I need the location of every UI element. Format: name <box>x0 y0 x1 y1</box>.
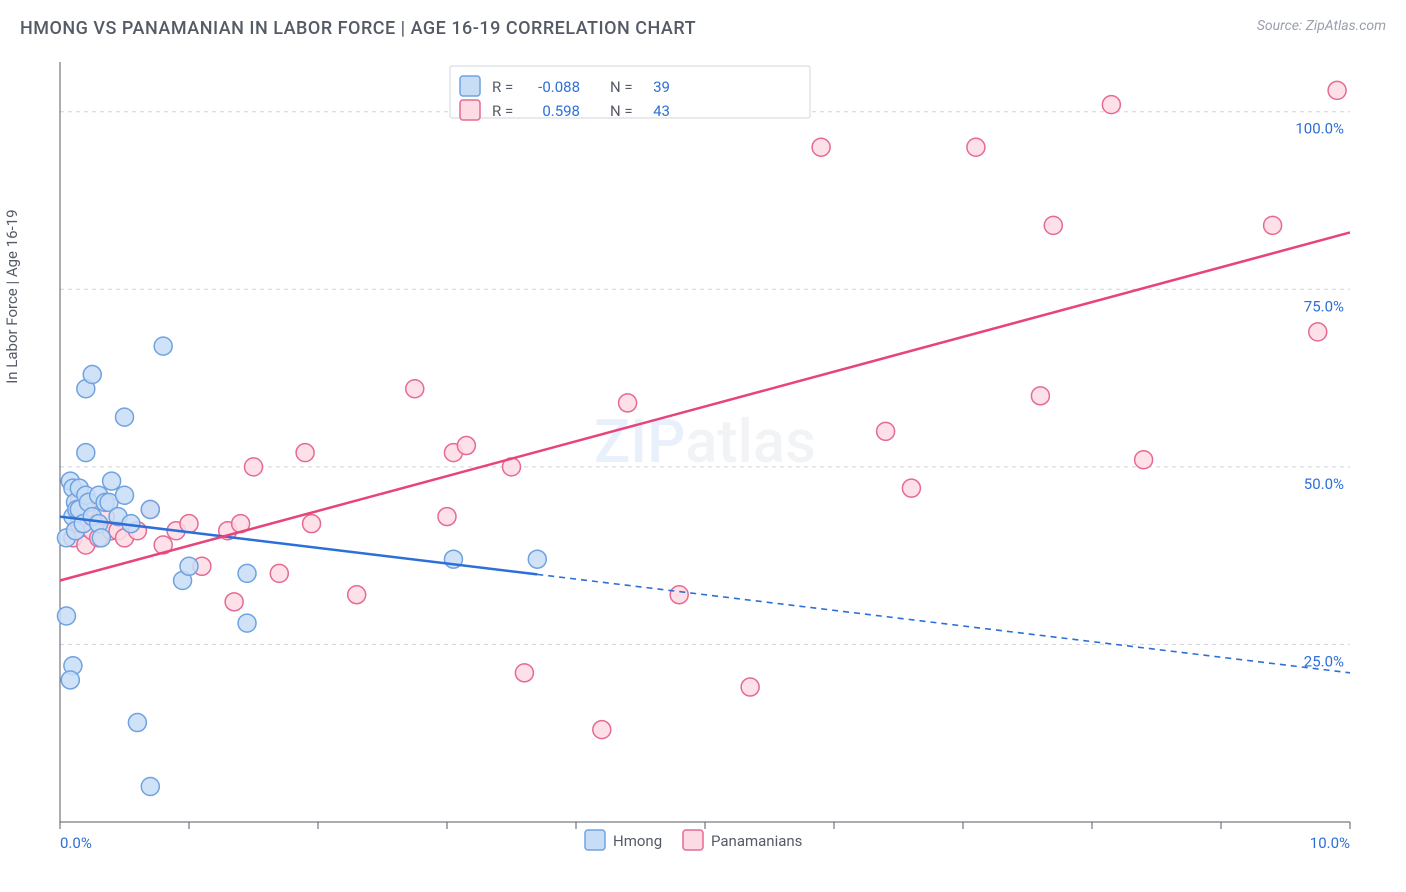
legend-r-value: -0.088 <box>538 78 580 96</box>
legend-swatch <box>460 100 480 120</box>
legend-r-label: R = <box>492 102 513 120</box>
scatter-point <box>1328 81 1346 99</box>
scatter-point <box>116 486 134 504</box>
scatter-point <box>1102 96 1120 114</box>
y-tick-label: 100.0% <box>1295 120 1344 138</box>
legend-n-value: 39 <box>653 78 670 96</box>
scatter-point <box>225 593 243 611</box>
scatter-point <box>83 366 101 384</box>
scatter-point <box>741 678 759 696</box>
y-tick-label: 50.0% <box>1304 475 1344 493</box>
scatter-point <box>61 671 79 689</box>
x-tick-label: 0.0% <box>60 834 92 852</box>
scatter-point <box>270 564 288 582</box>
y-tick-label: 75.0% <box>1304 297 1344 315</box>
bottom-legend-label: Hmong <box>613 832 662 850</box>
scatter-point <box>902 479 920 497</box>
scatter-point <box>1309 323 1327 341</box>
trend-line-dashed <box>537 574 1350 672</box>
scatter-point <box>245 458 263 476</box>
scatter-point <box>457 437 475 455</box>
scatter-point <box>877 422 895 440</box>
scatter-point <box>967 138 985 156</box>
legend-swatch <box>460 76 480 96</box>
scatter-point <box>77 444 95 462</box>
trend-line-solid <box>60 517 537 575</box>
scatter-point <box>103 472 121 490</box>
scatter-point <box>180 515 198 533</box>
scatter-point <box>57 607 75 625</box>
watermark: ZIPatlas <box>594 406 816 477</box>
scatter-point <box>141 500 159 518</box>
scatter-point <box>92 529 110 547</box>
correlation-scatter-chart: 25.0% 50.0% 75.0% 100.0% 0.0% 10.0% ZIPatlas R … <box>20 52 1366 852</box>
scatter-point <box>296 444 314 462</box>
y-tick-label: 25.0% <box>1304 652 1344 670</box>
scatter-point <box>528 550 546 568</box>
scatter-point <box>180 557 198 575</box>
bottom-legend-swatch <box>585 830 605 850</box>
scatter-point <box>128 714 146 732</box>
chart-container: In Labor Force | Age 16-19 25.0%50.0%75.… <box>20 52 1386 872</box>
legend-r-label: R = <box>492 78 513 96</box>
scatter-point <box>1044 216 1062 234</box>
scatter-point <box>238 614 256 632</box>
legend-n-value: 43 <box>653 102 670 120</box>
trend-line-solid <box>60 232 1350 580</box>
y-axis-label: In Labor Force | Age 16-19 <box>3 209 21 383</box>
scatter-point <box>238 564 256 582</box>
scatter-point <box>348 586 366 604</box>
legend-n-label: N = <box>610 78 633 96</box>
bottom-legend-swatch <box>683 830 703 850</box>
scatter-point <box>438 508 456 526</box>
x-tick-label: 10.0% <box>1310 834 1350 852</box>
scatter-point <box>154 337 172 355</box>
legend-r-value: 0.598 <box>542 102 580 120</box>
scatter-point <box>515 664 533 682</box>
bottom-legend-label: Panamanians <box>711 832 802 850</box>
scatter-point <box>812 138 830 156</box>
scatter-point <box>141 777 159 795</box>
scatter-point <box>1031 387 1049 405</box>
chart-title: HMONG VS PANAMANIAN IN LABOR FORCE | AGE… <box>20 18 696 39</box>
legend-n-label: N = <box>610 102 633 120</box>
scatter-point <box>1264 216 1282 234</box>
scatter-point <box>406 380 424 398</box>
source-label: Source: ZipAtlas.com <box>1257 18 1386 34</box>
scatter-point <box>116 408 134 426</box>
scatter-point <box>619 394 637 412</box>
scatter-point <box>593 721 611 739</box>
scatter-point <box>670 586 688 604</box>
scatter-point <box>1135 451 1153 469</box>
scatter-point <box>303 515 321 533</box>
